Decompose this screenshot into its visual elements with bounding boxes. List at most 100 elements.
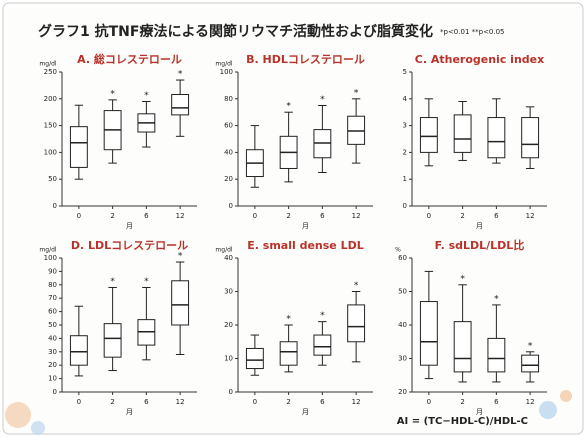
decor-bubble [5,402,31,428]
x-axis-label: 月 [126,408,133,416]
y-tick-label: 150 [44,122,57,130]
y-axis-unit: mg/dl [215,61,232,68]
y-tick-label: 40 [224,148,233,156]
y-tick-label: 0 [403,202,407,210]
panel-title: B. HDLコレステロール [246,53,365,66]
footnote: AI = (TC−HDL-C)/HDL-C [397,416,528,427]
box [172,281,189,325]
significance-mark: * [144,91,149,101]
y-axis-unit: mg/dl [39,247,56,254]
box [104,324,121,358]
y-tick-label: 80 [224,95,233,103]
y-tick-label: 50 [48,321,57,329]
box [314,335,331,355]
y-tick-label: 80 [48,281,57,289]
box [488,338,505,372]
box [280,342,297,365]
significance-mark: * [178,70,183,80]
panel-title: C. Atherogenic index [415,53,544,66]
x-tick-label: 12 [352,212,361,220]
box [488,118,505,158]
significance-mark: * [178,252,183,262]
box [348,305,365,342]
slide: グラフ1 抗TNF療法による関節リウマチ活動性および脂質変化 *p<0.01 *… [0,0,586,437]
y-axis-unit: mg/dl [39,61,56,68]
y-tick-label: 10 [224,355,233,363]
panel-title: D. LDLコレステロール [71,239,188,252]
x-tick-label: 6 [144,398,149,406]
y-axis-unit: mg/dl [215,247,232,254]
y-tick-label: 70 [48,294,57,302]
y-tick-label: 100 [44,254,57,262]
box [454,115,471,153]
significance-mark: * [144,277,149,287]
box [246,348,263,368]
x-tick-label: 12 [176,212,185,220]
y-tick-label: 100 [44,148,57,156]
y-tick-label: 0 [229,202,233,210]
y-tick-label: 30 [224,288,233,296]
x-axis-label: 月 [302,408,309,416]
x-tick-label: 0 [427,398,431,406]
x-axis-label: 月 [126,222,133,230]
x-tick-label: 6 [320,398,325,406]
significance-note: *p<0.01 **p<0.05 [440,28,505,36]
significance-mark: * [320,95,325,105]
significance-mark: * [286,102,291,112]
box [420,302,437,366]
x-tick-label: 2 [110,212,114,220]
significance-mark: * [286,315,291,325]
y-tick-label: 250 [44,68,57,76]
significance-mark: * [354,281,359,291]
y-tick-label: 60 [398,254,407,262]
panel-title: A. 総コレステロール [77,52,182,66]
x-tick-label: 6 [494,212,499,220]
y-axis-unit: % [395,247,401,254]
x-tick-label: 6 [494,398,499,406]
x-tick-label: 0 [253,212,257,220]
y-tick-label: 40 [224,254,233,262]
box [420,118,437,153]
y-tick-label: 1 [403,175,407,183]
decor-bubble [31,421,45,435]
panel-title: F. sdLDL/LDL比 [435,238,525,252]
y-tick-label: 30 [48,348,57,356]
y-tick-label: 50 [398,288,407,296]
y-tick-label: 200 [44,95,57,103]
x-tick-label: 12 [352,398,361,406]
panel-title: E. small dense LDL [247,239,363,252]
x-tick-label: 2 [110,398,114,406]
significance-mark: * [460,274,465,284]
x-axis-label: 月 [302,222,309,230]
box [522,118,539,158]
significance-mark: * [494,294,499,304]
x-tick-label: 6 [320,212,325,220]
x-tick-label: 0 [77,398,81,406]
box [454,322,471,372]
y-tick-label: 10 [48,375,57,383]
x-tick-label: 6 [144,212,149,220]
y-tick-label: 4 [403,95,408,103]
y-tick-label: 0 [229,388,233,396]
y-tick-label: 0 [53,388,57,396]
x-tick-label: 2 [286,398,290,406]
y-tick-label: 40 [48,334,57,342]
y-tick-label: 2 [403,148,407,156]
y-tick-label: 20 [398,388,407,396]
x-tick-label: 12 [176,398,185,406]
y-tick-label: 5 [403,68,407,76]
x-tick-label: 2 [460,398,464,406]
x-tick-label: 2 [286,212,290,220]
significance-mark: * [320,311,325,321]
slide-title: グラフ1 抗TNF療法による関節リウマチ活動性および脂質変化 [38,23,433,40]
y-tick-label: 100 [220,68,233,76]
decor-bubble [539,401,557,419]
y-tick-label: 20 [48,361,57,369]
y-tick-label: 60 [48,308,57,316]
y-tick-label: 20 [224,321,233,329]
box [172,95,189,115]
x-axis-label: 月 [476,222,483,230]
box [70,127,87,168]
significance-mark: * [354,88,359,98]
y-tick-label: 3 [403,122,407,130]
